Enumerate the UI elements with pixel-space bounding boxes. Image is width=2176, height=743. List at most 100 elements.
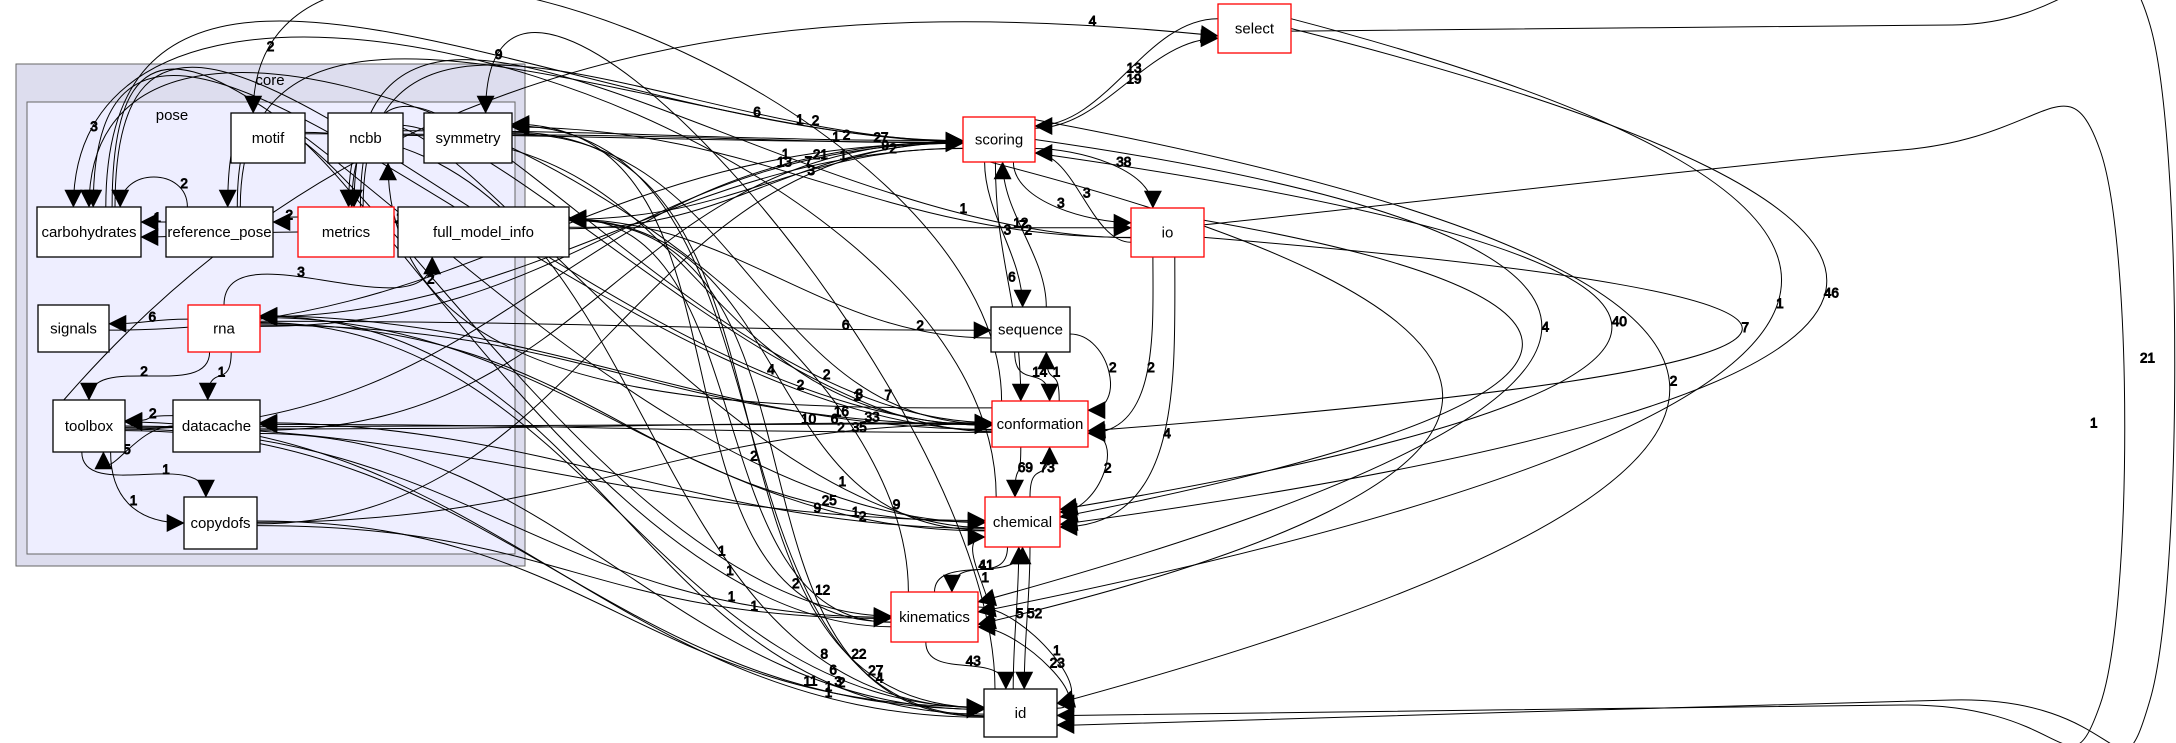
svg-text:1: 1 [751,599,759,614]
svg-text:7: 7 [1742,320,1750,335]
svg-text:1: 1 [1053,643,1061,658]
svg-text:19: 19 [1127,71,1142,86]
svg-text:2: 2 [1104,461,1112,476]
svg-text:1: 1 [832,130,840,145]
svg-text:1: 1 [726,563,734,578]
svg-text:2: 2 [140,364,148,379]
svg-text:9: 9 [893,497,901,512]
svg-text:2: 2 [859,509,867,524]
svg-text:2: 2 [838,675,846,690]
svg-text:22: 22 [851,647,866,662]
svg-text:2: 2 [1147,360,1155,375]
svg-text:conformation: conformation [997,416,1084,433]
svg-text:13: 13 [777,154,792,169]
svg-text:2: 2 [267,39,275,54]
svg-text:9: 9 [814,500,822,515]
svg-text:3: 3 [1057,195,1065,210]
svg-text:38: 38 [1116,154,1131,169]
svg-text:25: 25 [822,493,837,508]
svg-text:3: 3 [856,387,864,402]
svg-text:2: 2 [1670,374,1678,389]
svg-text:69: 69 [1018,460,1033,475]
svg-text:2: 2 [812,113,820,128]
svg-text:toolbox: toolbox [65,418,114,435]
svg-text:copydofs: copydofs [190,515,250,532]
svg-text:1: 1 [718,543,726,558]
svg-text:chemical: chemical [993,514,1052,531]
svg-text:motif: motif [252,130,285,147]
svg-text:2: 2 [843,128,851,143]
svg-text:6: 6 [149,310,157,325]
svg-text:2: 2 [1025,223,1033,238]
svg-text:1: 1 [1053,365,1061,380]
svg-text:reference_pose: reference_pose [167,224,271,241]
svg-text:46: 46 [1824,286,1839,301]
svg-text:1: 1 [840,148,848,163]
svg-text:carbohydrates: carbohydrates [41,224,136,241]
svg-text:id: id [1015,705,1027,722]
svg-text:signals: signals [50,321,97,338]
svg-text:4: 4 [1542,319,1550,334]
svg-text:1: 1 [1776,296,1784,311]
svg-text:2: 2 [149,406,157,421]
svg-text:5: 5 [1016,606,1024,621]
svg-text:io: io [1162,225,1174,242]
svg-text:1: 1 [2090,416,2098,431]
svg-text:2: 2 [792,576,800,591]
svg-text:symmetry: symmetry [436,130,501,147]
svg-text:3: 3 [297,264,305,279]
svg-text:12: 12 [815,583,830,598]
svg-text:10: 10 [801,412,816,427]
svg-text:pose: pose [156,107,189,124]
svg-text:ncbb: ncbb [349,130,382,147]
svg-text:2: 2 [750,449,758,464]
svg-text:1: 1 [796,112,804,127]
svg-text:2: 2 [916,318,924,333]
svg-text:1: 1 [162,462,170,477]
svg-text:2: 2 [837,420,845,435]
svg-text:rna: rna [213,321,235,338]
svg-text:1: 1 [839,474,847,489]
svg-text:1: 1 [154,210,162,225]
svg-text:6: 6 [753,104,761,119]
svg-text:7: 7 [885,387,893,402]
svg-text:8: 8 [821,647,829,662]
svg-text:1: 1 [728,589,736,604]
svg-text:73: 73 [1040,460,1055,475]
svg-text:datacache: datacache [182,418,251,435]
svg-text:2: 2 [823,367,831,382]
svg-text:2: 2 [180,176,188,191]
svg-text:33: 33 [865,410,880,425]
svg-text:52: 52 [1027,606,1042,621]
svg-text:43: 43 [966,654,981,669]
svg-text:27: 27 [873,130,888,145]
svg-text:21: 21 [2140,351,2155,366]
svg-text:1: 1 [960,201,968,216]
svg-text:11: 11 [804,674,818,689]
svg-text:14: 14 [1032,365,1048,380]
svg-text:2: 2 [286,208,294,223]
svg-text:2: 2 [427,272,435,287]
svg-text:1: 1 [218,365,226,380]
svg-text:4: 4 [1089,13,1097,28]
svg-text:scoring: scoring [975,132,1023,149]
svg-text:6: 6 [1008,270,1016,285]
svg-text:3: 3 [1083,186,1091,201]
svg-text:full_model_info: full_model_info [433,224,534,241]
svg-text:4: 4 [767,362,775,377]
svg-text:4: 4 [876,670,884,685]
svg-text:select: select [1235,21,1275,38]
svg-text:35: 35 [852,420,867,435]
svg-text:3: 3 [808,163,816,178]
svg-text:40: 40 [1612,314,1627,329]
svg-text:kinematics: kinematics [899,609,970,626]
svg-text:9: 9 [495,47,503,62]
svg-text:2: 2 [1109,360,1117,375]
svg-text:1: 1 [982,570,990,585]
svg-text:21: 21 [813,147,828,162]
svg-text:2: 2 [797,377,805,392]
svg-text:3: 3 [1004,223,1012,238]
svg-text:3: 3 [90,119,98,134]
svg-text:1: 1 [825,685,833,700]
svg-text:6: 6 [842,318,850,333]
